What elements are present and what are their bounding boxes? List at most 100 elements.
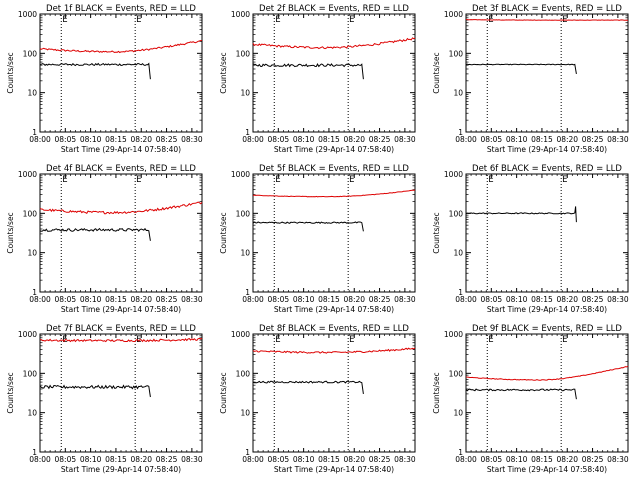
y-tick-label: 1 (32, 288, 37, 297)
plot-frame (252, 13, 416, 133)
panel-det-8: Det 8f BLACK = Events, RED = LLD 1 10 100 10… (219, 324, 416, 474)
x-tick-label: 08:20 (130, 295, 152, 304)
x-tick-label: 08:10 (80, 455, 102, 464)
x-tick-label: 08:25 (582, 295, 604, 304)
plot-frame (39, 173, 203, 293)
y-tick-label: 1 (245, 128, 250, 137)
x-tick-label: 08:10 (80, 135, 102, 144)
x-tick-label: 08:15 (531, 455, 553, 464)
x-axis-label: Start Time (29-Apr-14 07:58:40) (274, 145, 394, 154)
lld-series-line (252, 347, 416, 354)
y-axis-label: Counts/sec (6, 212, 15, 253)
y-tick-label: 1000 (231, 10, 250, 19)
y-tick-label: 10 (240, 89, 250, 98)
x-tick-label: 08:30 (607, 135, 629, 144)
panel-title: Det 5f BLACK = Events, RED = LLD (259, 164, 409, 174)
events-series-line (465, 388, 577, 400)
x-tick-label: 08:25 (156, 295, 178, 304)
x-axis-label: Start Time (29-Apr-14 07:58:40) (274, 305, 394, 314)
lld-series-line (465, 19, 628, 21)
x-tick-label: 08:20 (556, 135, 578, 144)
x-tick-label: 08:30 (394, 295, 416, 304)
x-tick-label: 08:05 (268, 455, 290, 464)
x-tick-label: 08:05 (481, 135, 503, 144)
x-tick-label: 08:20 (556, 295, 578, 304)
plot-frame (465, 333, 629, 453)
x-axis-label: Start Time (29-Apr-14 07:58:40) (487, 145, 607, 154)
y-tick-label: 10 (453, 409, 463, 418)
x-tick-label: 08:10 (506, 295, 528, 304)
x-tick-label: 08:25 (156, 135, 178, 144)
x-axis-label: Start Time (29-Apr-14 07:58:40) (61, 305, 181, 314)
panel-det-7: Det 7f BLACK = Events, RED = LLD 1 10 100 10… (6, 324, 203, 474)
event-marker-label: E (275, 335, 280, 345)
lld-series-line (39, 201, 203, 215)
x-axis-label: Start Time (29-Apr-14 07:58:40) (61, 145, 181, 154)
y-tick-label: 1000 (444, 10, 463, 19)
event-marker-label: E (349, 175, 354, 185)
x-tick-label: 08:05 (55, 455, 77, 464)
events-series-line (39, 227, 151, 241)
event-marker-label: E (275, 175, 280, 185)
y-tick-label: 1 (245, 448, 250, 457)
x-tick-label: 08:05 (55, 295, 77, 304)
y-tick-label: 1000 (444, 170, 463, 179)
event-marker-label: E (136, 335, 141, 345)
y-tick-label: 100 (23, 49, 38, 58)
event-marker-label: E (62, 15, 67, 25)
panel-title: Det 1f BLACK = Events, RED = LLD (46, 4, 196, 14)
y-axis-label: Counts/sec (432, 212, 441, 253)
x-tick-label: 08:20 (130, 135, 152, 144)
panel-title: Det 3f BLACK = Events, RED = LLD (472, 4, 622, 14)
x-tick-label: 08:15 (105, 455, 127, 464)
x-tick-label: 08:00 (242, 455, 264, 464)
y-tick-label: 10 (453, 89, 463, 98)
x-tick-label: 08:10 (506, 135, 528, 144)
y-axis-label: Counts/sec (432, 52, 441, 93)
event-marker-label: E (488, 175, 493, 185)
y-tick-label: 100 (449, 369, 464, 378)
plot-frame (39, 333, 203, 453)
x-tick-label: 08:30 (607, 295, 629, 304)
y-tick-label: 100 (23, 369, 38, 378)
plot-frame (39, 13, 203, 133)
x-tick-label: 08:00 (455, 295, 477, 304)
x-tick-label: 08:30 (181, 295, 203, 304)
y-tick-label: 1 (458, 288, 463, 297)
x-tick-label: 08:30 (394, 135, 416, 144)
y-tick-label: 1 (245, 288, 250, 297)
events-series-line (39, 62, 151, 80)
x-tick-label: 08:10 (293, 135, 315, 144)
panel-title: Det 7f BLACK = Events, RED = LLD (46, 324, 196, 334)
y-tick-label: 1000 (444, 330, 463, 339)
plot-frame (465, 173, 629, 293)
lld-series-line (252, 37, 416, 50)
events-series-line (39, 384, 151, 398)
x-tick-label: 08:25 (582, 135, 604, 144)
y-tick-label: 10 (27, 409, 37, 418)
x-tick-label: 08:15 (531, 295, 553, 304)
x-tick-label: 08:30 (607, 455, 629, 464)
events-series-line (252, 63, 364, 80)
x-tick-label: 08:05 (481, 295, 503, 304)
event-marker-label: E (136, 175, 141, 185)
x-tick-label: 08:05 (268, 295, 290, 304)
x-tick-label: 08:10 (506, 455, 528, 464)
x-tick-label: 08:05 (481, 455, 503, 464)
x-tick-label: 08:00 (29, 295, 51, 304)
x-tick-label: 08:30 (181, 135, 203, 144)
x-tick-label: 08:00 (29, 135, 51, 144)
x-tick-label: 08:15 (318, 455, 340, 464)
y-axis-label: Counts/sec (219, 52, 228, 93)
x-tick-label: 08:25 (156, 455, 178, 464)
y-axis-label: Counts/sec (219, 212, 228, 253)
y-tick-label: 100 (236, 369, 251, 378)
x-tick-label: 08:25 (369, 295, 391, 304)
x-tick-label: 08:05 (268, 135, 290, 144)
y-tick-label: 10 (27, 249, 37, 258)
y-tick-label: 10 (453, 249, 463, 258)
y-axis-label: Counts/sec (219, 372, 228, 413)
x-tick-label: 08:20 (343, 295, 365, 304)
x-tick-label: 08:10 (80, 295, 102, 304)
